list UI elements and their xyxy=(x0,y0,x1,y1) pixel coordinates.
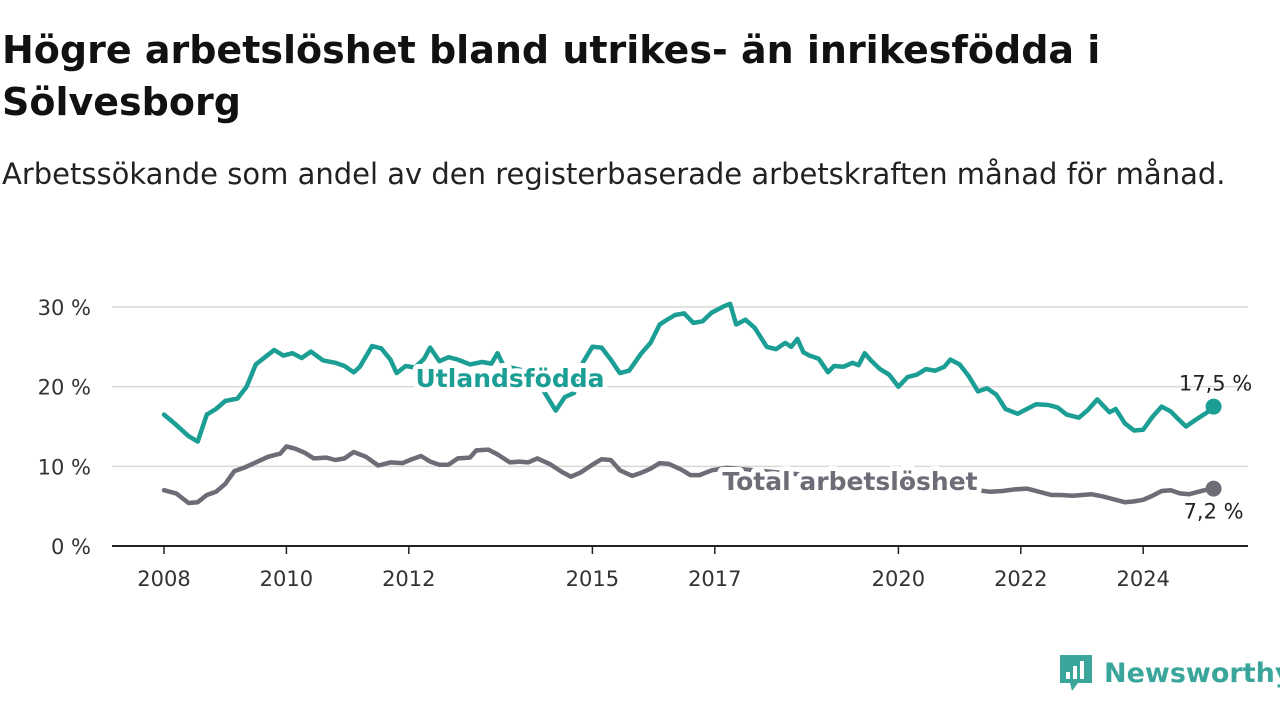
chart-title: Högre arbetslöshet bland utrikes- än inr… xyxy=(2,28,1101,124)
y-tick-label: 10 % xyxy=(38,455,91,479)
series-line-total xyxy=(161,444,1216,506)
series-end-point xyxy=(1205,480,1222,497)
series-name-label: Utlandsfödda xyxy=(416,364,605,393)
series-end-label: 17,5 % xyxy=(1179,372,1252,396)
newsworthy-logo: Newsworthy xyxy=(1058,653,1280,693)
x-tick-label: 2015 xyxy=(566,567,619,591)
x-tick-label: 2022 xyxy=(994,567,1047,591)
newsworthy-chart-bubble-icon xyxy=(1060,655,1092,691)
x-tick-label: 2008 xyxy=(137,567,190,591)
x-tick-label: 2024 xyxy=(1116,567,1169,591)
y-tick-label: 20 % xyxy=(38,376,91,400)
x-tick-label: 2020 xyxy=(872,567,925,591)
chart-subtitle: Arbetssökande som andel av den registerb… xyxy=(2,157,1226,191)
series-end-label: 7,2 % xyxy=(1184,500,1244,524)
x-tick-label: 2012 xyxy=(382,567,435,591)
y-tick-label: 0 % xyxy=(51,535,91,559)
series-end-point xyxy=(1205,398,1222,415)
y-tick-label: 30 % xyxy=(38,296,91,320)
logo-text: Newsworthy xyxy=(1104,657,1280,689)
series-line-utlandsfodda xyxy=(161,301,1216,444)
x-tick-label: 2017 xyxy=(688,567,741,591)
x-tick-label: 2010 xyxy=(260,567,313,591)
series-name-label: Total arbetslöshet xyxy=(722,467,977,496)
